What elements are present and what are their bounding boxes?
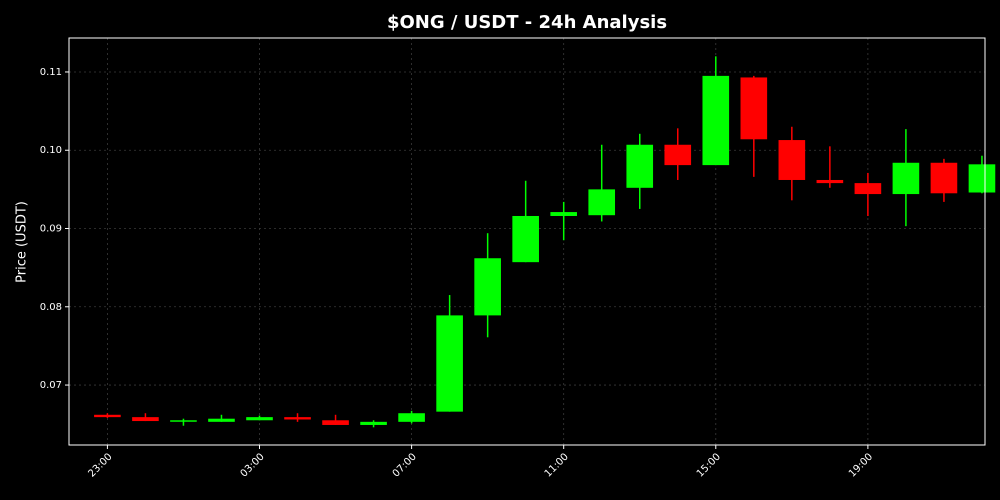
candle-body — [208, 418, 235, 422]
candle-body — [512, 215, 539, 263]
candle-body — [284, 417, 311, 420]
plot-frame — [68, 37, 986, 446]
candle-body — [740, 77, 768, 140]
candle-body — [968, 164, 996, 193]
candle-body — [322, 420, 349, 425]
candle-body — [930, 162, 958, 194]
candle-body — [398, 413, 425, 422]
y-tick-label: 0.09 — [40, 224, 62, 235]
y-tick-label: 0.11 — [40, 67, 62, 78]
candle-body — [550, 212, 578, 216]
candle-body — [170, 420, 197, 422]
candle-body — [778, 140, 806, 180]
candle-body — [588, 189, 616, 216]
candle-body — [626, 144, 654, 188]
candle-body — [854, 183, 882, 195]
chart-title: $ONG / USDT - 24h Analysis — [387, 12, 667, 33]
candle-body — [132, 417, 159, 422]
y-axis-label: Price (USDT) — [15, 201, 30, 283]
y-tick-label: 0.08 — [40, 302, 62, 313]
candle-body — [436, 315, 463, 412]
y-tick-label: 0.10 — [40, 145, 62, 156]
candle-body — [360, 421, 387, 425]
candle-body — [892, 162, 920, 195]
candle-body — [474, 258, 501, 316]
candle-body — [664, 144, 692, 166]
candle-body — [702, 75, 730, 166]
y-tick-label: 0.07 — [40, 380, 62, 391]
candle-body — [246, 417, 273, 421]
candle-body — [816, 179, 844, 184]
candle-body — [94, 414, 121, 418]
